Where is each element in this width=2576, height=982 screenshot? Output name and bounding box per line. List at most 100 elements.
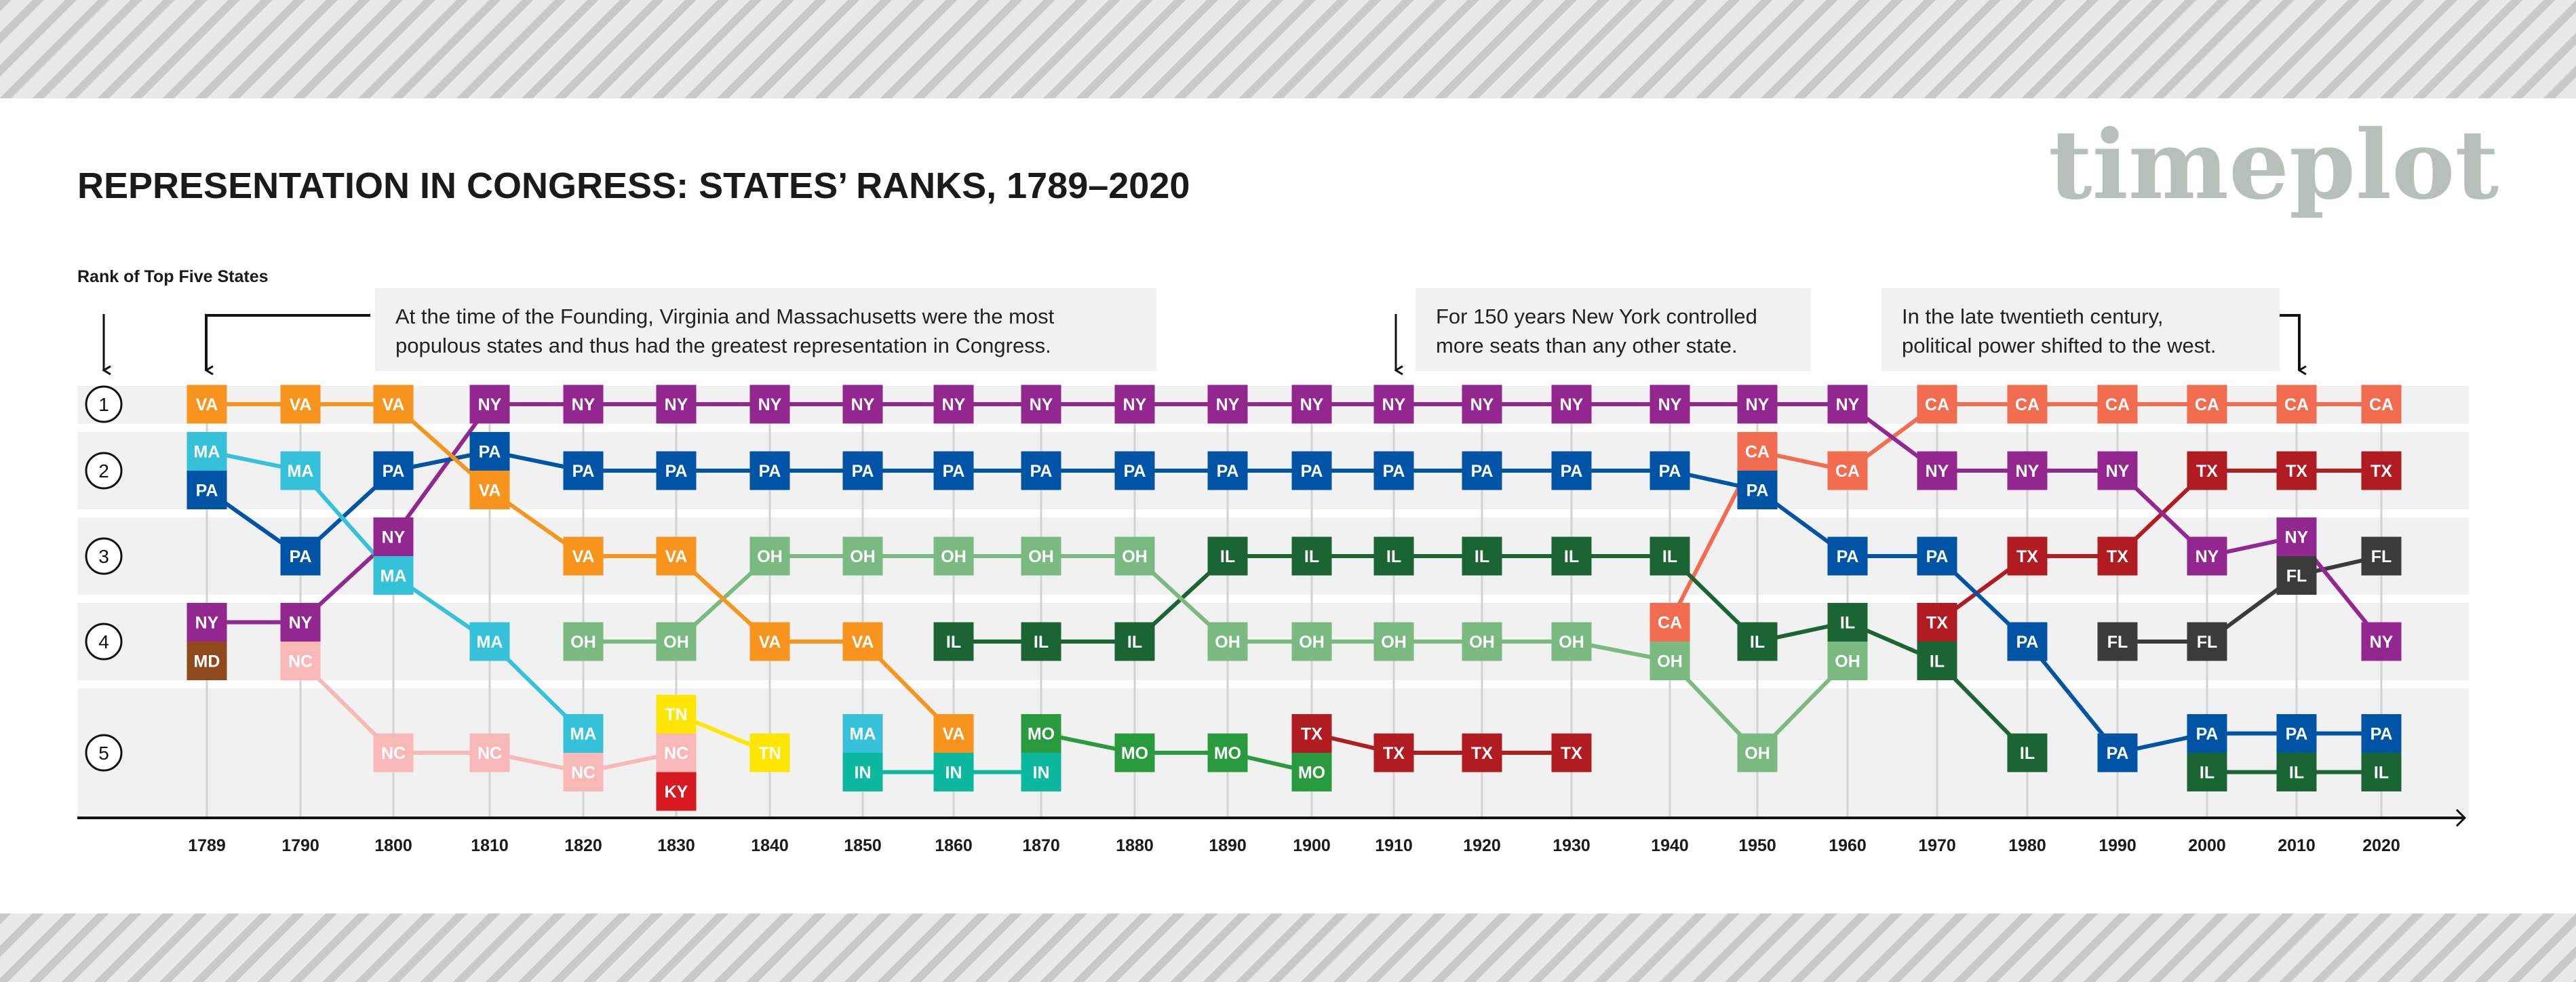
- state-label: NY: [1470, 395, 1494, 414]
- state-marker-il: [1650, 536, 1690, 576]
- x-tick-label: 1990: [2099, 836, 2136, 855]
- state-marker-il: [1551, 536, 1592, 576]
- bottom-hatch-band: [0, 914, 2576, 982]
- x-tick-label: 1870: [1022, 836, 1060, 855]
- state-marker-oh: [1462, 622, 1502, 661]
- state-marker-ny: [1291, 385, 1332, 424]
- state-label: VA: [759, 633, 781, 652]
- arrow-icon: [205, 314, 370, 370]
- state-label: PA: [1561, 462, 1583, 481]
- state-marker-oh: [842, 536, 883, 576]
- page-title: REPRESENTATION IN CONGRESS: STATES’ RANK…: [77, 165, 1190, 206]
- state-marker-md: [187, 642, 227, 680]
- state-label: IL: [1564, 547, 1579, 566]
- state-label: PA: [1659, 462, 1681, 481]
- state-marker-fl: [2361, 536, 2402, 576]
- state-label: NC: [664, 744, 688, 763]
- state-marker-tx: [2187, 451, 2227, 490]
- annotation-new-york: For 150 years New York controlled more s…: [1396, 288, 1811, 371]
- state-label: PA: [2107, 744, 2129, 763]
- state-label: IL: [2289, 764, 2304, 783]
- state-label: OH: [1122, 547, 1148, 566]
- state-marker-oh: [1650, 642, 1690, 680]
- state-label: OH: [1028, 547, 1054, 566]
- state-marker-pa: [1551, 451, 1592, 490]
- x-tick-label: 1850: [844, 836, 882, 855]
- state-label: NY: [572, 395, 596, 414]
- rank-marker: [85, 452, 123, 490]
- x-tick-label: 1790: [281, 836, 319, 855]
- state-label: NY: [851, 395, 875, 414]
- state-marker-il: [1291, 536, 1332, 576]
- state-label: FL: [2107, 633, 2128, 652]
- state-marker-ny: [2276, 517, 2317, 556]
- x-tick-label: 1890: [1209, 836, 1247, 855]
- state-marker-il: [1737, 622, 1778, 661]
- state-marker-il: [1207, 536, 1248, 576]
- state-label: IN: [855, 764, 872, 783]
- state-marker-tx: [1291, 714, 1332, 753]
- state-marker-ny: [469, 385, 510, 424]
- state-label: PA: [1837, 547, 1859, 566]
- state-marker-ma: [280, 451, 321, 490]
- state-label: MO: [1298, 764, 1325, 783]
- state-label: PA: [1301, 462, 1323, 481]
- state-label: PA: [943, 462, 965, 481]
- state-marker-nc: [373, 733, 414, 772]
- state-label: NY: [942, 395, 966, 414]
- y-axis-label: Rank of Top Five States: [77, 267, 269, 286]
- state-marker-ny: [1114, 385, 1155, 424]
- rank-label: 2: [98, 460, 109, 482]
- state-label: TN: [665, 705, 687, 724]
- state-label: PA: [572, 462, 595, 481]
- state-label: CA: [1658, 614, 1682, 633]
- state-marker-pa: [2361, 714, 2402, 753]
- state-label: PA: [665, 462, 688, 481]
- state-marker-ny: [1462, 385, 1502, 424]
- annotation-line: For 150 years New York controlled: [1436, 305, 1757, 328]
- state-label: VA: [383, 395, 405, 414]
- state-label: OH: [850, 547, 876, 566]
- state-label: CA: [1745, 443, 1770, 462]
- state-marker-fl: [2276, 556, 2317, 595]
- state-marker-ny: [1207, 385, 1248, 424]
- state-label: OH: [1381, 633, 1407, 652]
- state-marker-ny: [933, 385, 974, 424]
- state-marker-ca: [1827, 451, 1868, 490]
- state-label: OH: [1744, 744, 1770, 763]
- state-marker-oh: [563, 622, 604, 661]
- state-marker-in: [1021, 753, 1061, 791]
- state-marker-il: [1114, 622, 1155, 661]
- state-marker-va: [469, 471, 510, 509]
- state-marker-ma: [373, 556, 414, 595]
- rank-label: 3: [98, 546, 109, 567]
- state-label: PA: [2370, 725, 2393, 744]
- x-tick-label: 1900: [1293, 836, 1331, 855]
- rank-marker: [85, 734, 123, 772]
- state-label: PA: [383, 462, 405, 481]
- state-marker-tx: [1373, 733, 1414, 772]
- state-marker-ny: [1650, 385, 1690, 424]
- state-label: PA: [2286, 725, 2308, 744]
- state-label: MO: [1121, 744, 1148, 763]
- state-marker-ny: [656, 385, 697, 424]
- state-label: IL: [1750, 633, 1765, 652]
- state-label: NY: [1746, 395, 1770, 414]
- x-tick-label: 1910: [1375, 836, 1413, 855]
- state-marker-oh: [1207, 622, 1248, 661]
- state-marker-oh: [749, 536, 790, 576]
- state-label: NY: [1216, 395, 1240, 414]
- state-label: TX: [1383, 744, 1405, 763]
- state-label: OH: [1835, 652, 1860, 671]
- state-label: MO: [1028, 725, 1055, 744]
- state-marker-fl: [2187, 622, 2227, 661]
- rank-label: 1: [98, 394, 109, 415]
- state-marker-ny: [1373, 385, 1414, 424]
- state-label: VA: [196, 395, 218, 414]
- state-marker-va: [749, 622, 790, 661]
- state-marker-ny: [280, 603, 321, 642]
- x-tick-label: 1940: [1651, 836, 1689, 855]
- state-marker-il: [1827, 603, 1868, 642]
- state-label: TX: [1561, 744, 1582, 763]
